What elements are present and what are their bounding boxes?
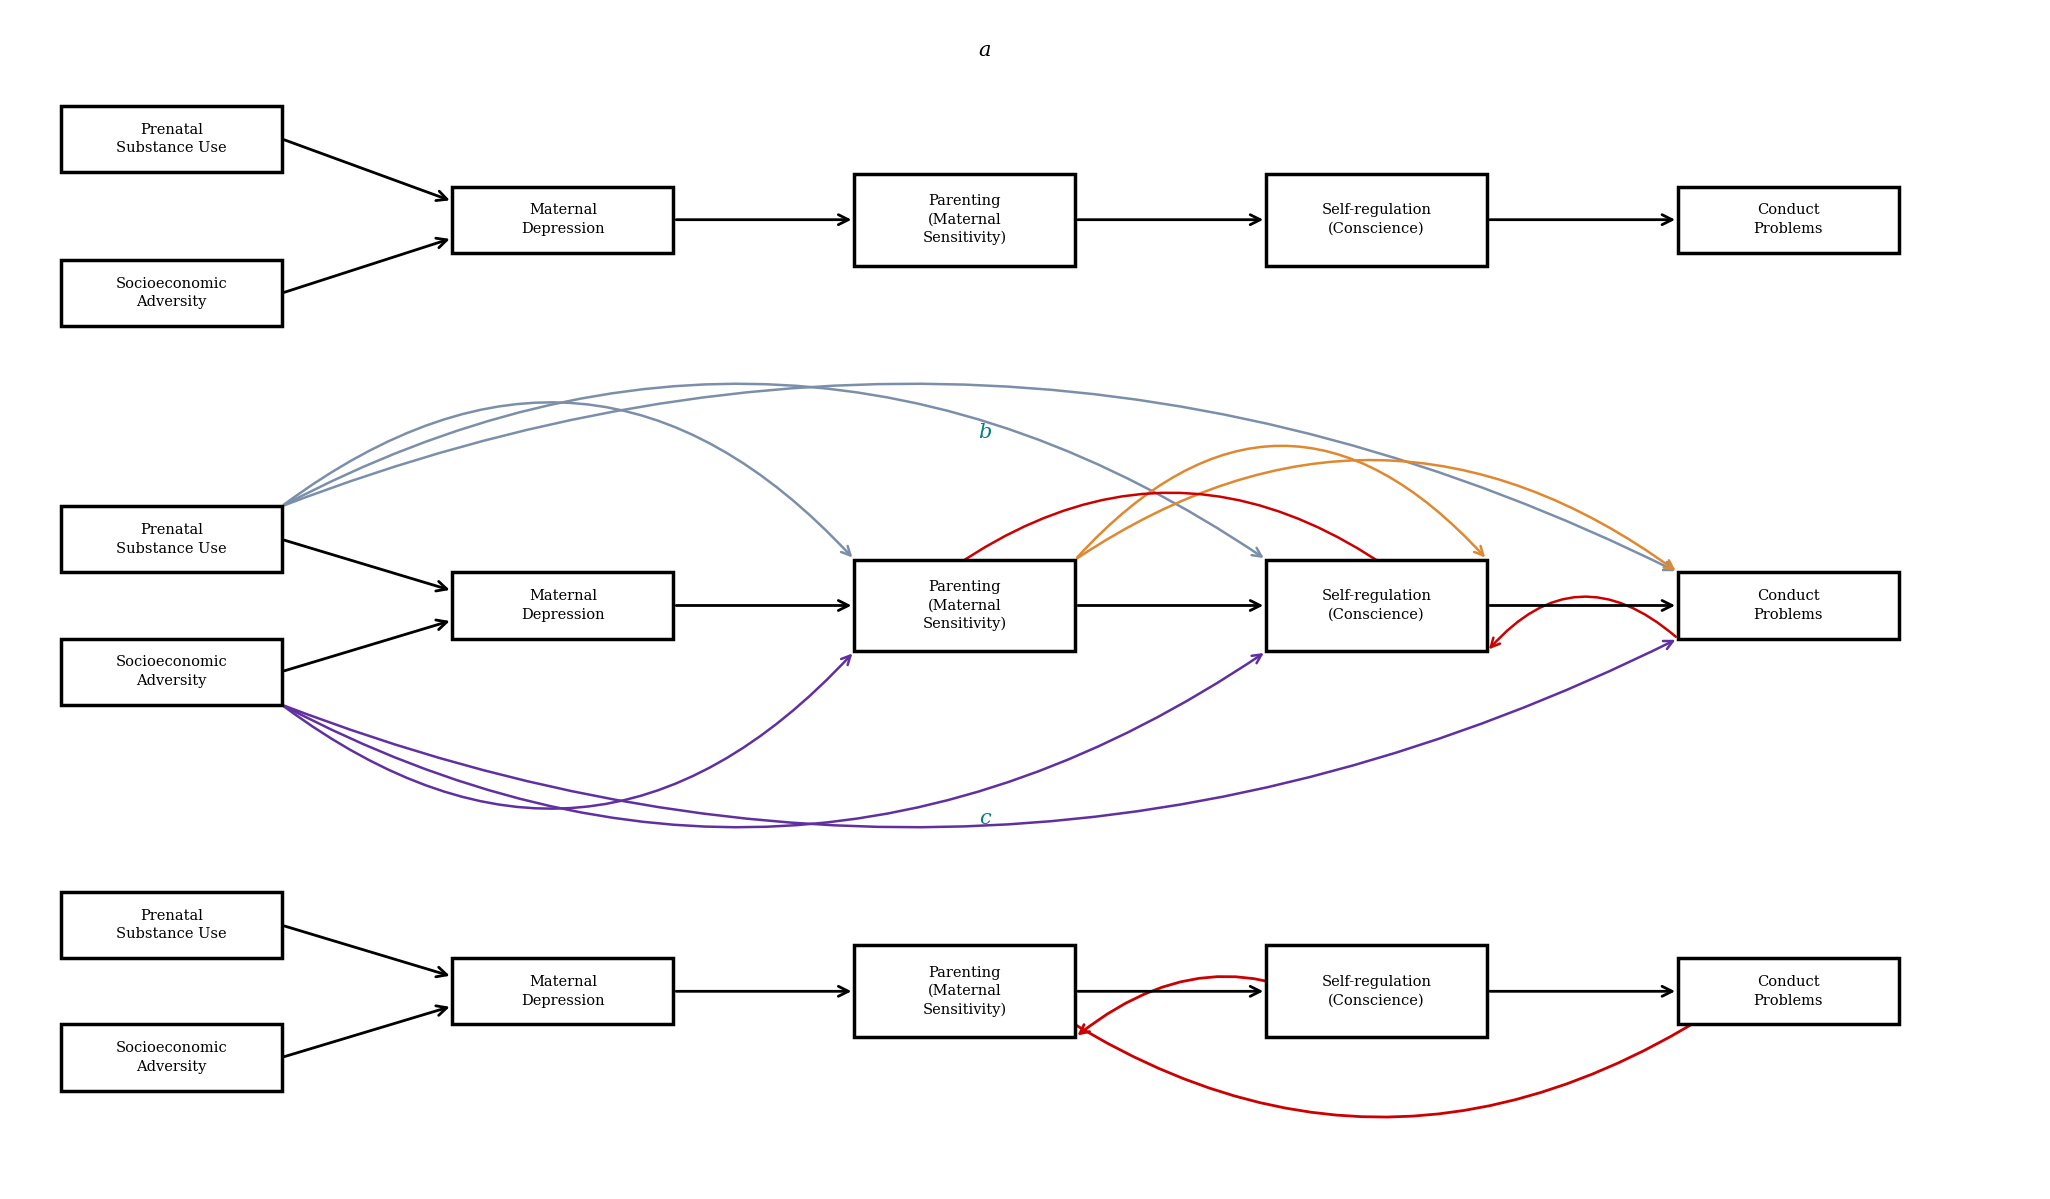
Text: Socioeconomic
Adversity: Socioeconomic Adversity — [115, 277, 228, 309]
Text: Maternal
Depression: Maternal Depression — [521, 975, 605, 1007]
Text: Socioeconomic
Adversity: Socioeconomic Adversity — [115, 656, 228, 688]
FancyBboxPatch shape — [1677, 187, 1898, 253]
Text: Parenting
(Maternal
Sensitivity): Parenting (Maternal Sensitivity) — [922, 580, 1007, 631]
Text: c: c — [980, 809, 990, 829]
FancyBboxPatch shape — [62, 639, 281, 705]
FancyBboxPatch shape — [1267, 945, 1486, 1037]
Text: Self-regulation
(Conscience): Self-regulation (Conscience) — [1322, 975, 1431, 1007]
FancyBboxPatch shape — [62, 260, 281, 326]
FancyBboxPatch shape — [855, 560, 1074, 651]
Text: Maternal
Depression: Maternal Depression — [521, 204, 605, 236]
FancyBboxPatch shape — [855, 174, 1074, 266]
Text: Maternal
Depression: Maternal Depression — [521, 589, 605, 622]
Text: Self-regulation
(Conscience): Self-regulation (Conscience) — [1322, 589, 1431, 622]
Text: Parenting
(Maternal
Sensitivity): Parenting (Maternal Sensitivity) — [922, 965, 1007, 1017]
Text: Parenting
(Maternal
Sensitivity): Parenting (Maternal Sensitivity) — [922, 194, 1007, 246]
Text: Conduct
Problems: Conduct Problems — [1753, 975, 1822, 1007]
FancyBboxPatch shape — [453, 958, 672, 1024]
Text: Prenatal
Substance Use: Prenatal Substance Use — [117, 523, 226, 555]
Text: Conduct
Problems: Conduct Problems — [1753, 204, 1822, 236]
Text: b: b — [978, 423, 992, 442]
FancyBboxPatch shape — [855, 945, 1074, 1037]
FancyBboxPatch shape — [1267, 174, 1486, 266]
FancyBboxPatch shape — [453, 572, 672, 639]
Text: Conduct
Problems: Conduct Problems — [1753, 589, 1822, 622]
FancyBboxPatch shape — [62, 106, 281, 171]
FancyBboxPatch shape — [1267, 560, 1486, 651]
FancyBboxPatch shape — [62, 506, 281, 572]
FancyBboxPatch shape — [62, 1024, 281, 1091]
Text: a: a — [978, 41, 990, 60]
FancyBboxPatch shape — [1677, 958, 1898, 1024]
FancyBboxPatch shape — [62, 892, 281, 958]
FancyBboxPatch shape — [1677, 572, 1898, 639]
Text: Prenatal
Substance Use: Prenatal Substance Use — [117, 909, 226, 941]
FancyBboxPatch shape — [453, 187, 672, 253]
Text: Prenatal
Substance Use: Prenatal Substance Use — [117, 122, 226, 155]
Text: Self-regulation
(Conscience): Self-regulation (Conscience) — [1322, 204, 1431, 236]
Text: Socioeconomic
Adversity: Socioeconomic Adversity — [115, 1041, 228, 1073]
